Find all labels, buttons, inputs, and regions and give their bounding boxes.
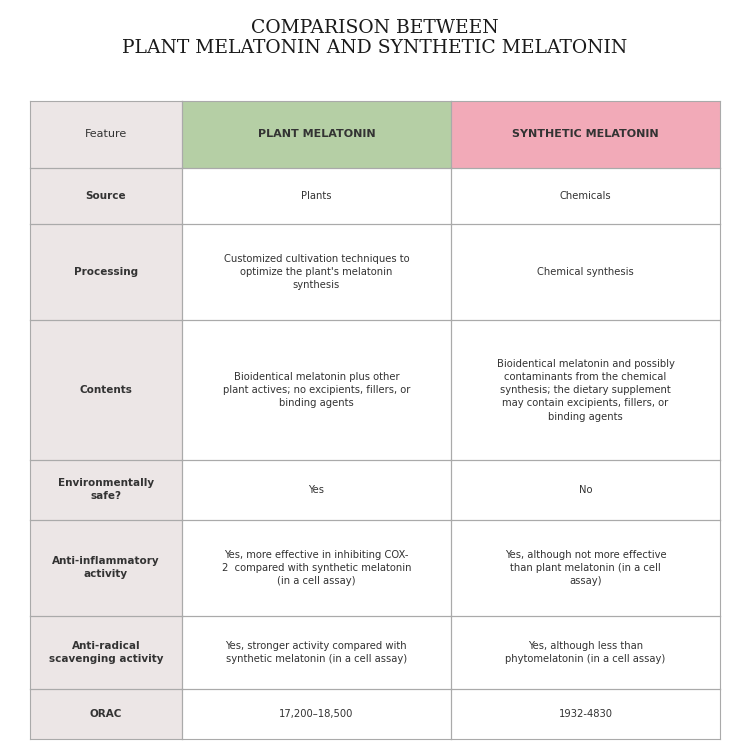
Bar xyxy=(451,224,720,320)
Text: PLANT MELATONIN: PLANT MELATONIN xyxy=(257,130,375,140)
Text: 17,200–18,500: 17,200–18,500 xyxy=(279,709,353,718)
Text: Source: Source xyxy=(86,191,126,201)
Bar xyxy=(451,101,720,168)
Bar xyxy=(451,168,720,224)
Bar xyxy=(30,689,182,739)
Bar xyxy=(30,460,182,520)
Bar xyxy=(182,320,451,460)
Bar xyxy=(451,320,720,460)
Text: Yes, more effective in inhibiting COX-
2  compared with synthetic melatonin
(in : Yes, more effective in inhibiting COX- 2… xyxy=(221,550,411,586)
Text: Contents: Contents xyxy=(80,385,132,395)
Bar xyxy=(30,320,182,460)
Bar xyxy=(30,616,182,689)
Text: Feature: Feature xyxy=(85,130,127,140)
Text: Anti-inflammatory
activity: Anti-inflammatory activity xyxy=(52,556,160,579)
Bar xyxy=(182,616,451,689)
Text: No: No xyxy=(579,484,592,495)
Text: PLANT MELATONIN AND SYNTHETIC MELATONIN: PLANT MELATONIN AND SYNTHETIC MELATONIN xyxy=(122,39,628,57)
Text: Chemicals: Chemicals xyxy=(560,191,611,201)
Text: Bioidentical melatonin and possibly
contaminants from the chemical
synthesis; th: Bioidentical melatonin and possibly cont… xyxy=(496,358,674,422)
Bar xyxy=(451,689,720,739)
Text: SYNTHETIC MELATONIN: SYNTHETIC MELATONIN xyxy=(512,130,658,140)
Bar xyxy=(182,520,451,616)
Text: Yes, stronger activity compared with
synthetic melatonin (in a cell assay): Yes, stronger activity compared with syn… xyxy=(226,640,407,664)
Bar xyxy=(451,520,720,616)
Bar xyxy=(30,101,182,168)
Text: Yes, although not more effective
than plant melatonin (in a cell
assay): Yes, although not more effective than pl… xyxy=(505,550,666,586)
Bar xyxy=(30,520,182,616)
Text: Processing: Processing xyxy=(74,267,138,278)
Text: Bioidentical melatonin plus other
plant actives; no excipients, fillers, or
bind: Bioidentical melatonin plus other plant … xyxy=(223,372,410,408)
Bar xyxy=(182,101,451,168)
Bar xyxy=(182,689,451,739)
Bar xyxy=(182,224,451,320)
Text: 1932-4830: 1932-4830 xyxy=(559,709,613,718)
Bar xyxy=(182,460,451,520)
Bar xyxy=(451,460,720,520)
Text: Yes, although less than
phytomelatonin (in a cell assay): Yes, although less than phytomelatonin (… xyxy=(506,640,665,664)
Text: ORAC: ORAC xyxy=(90,709,122,718)
Bar xyxy=(30,168,182,224)
Text: COMPARISON BETWEEN: COMPARISON BETWEEN xyxy=(251,19,499,37)
Text: Environmentally
safe?: Environmentally safe? xyxy=(58,478,154,501)
Text: Customized cultivation techniques to
optimize the plant's melatonin
synthesis: Customized cultivation techniques to opt… xyxy=(224,254,410,290)
Bar xyxy=(30,224,182,320)
Text: Plants: Plants xyxy=(301,191,332,201)
Text: Yes: Yes xyxy=(308,484,324,495)
Text: Anti-radical
scavenging activity: Anti-radical scavenging activity xyxy=(49,640,164,664)
Text: Chemical synthesis: Chemical synthesis xyxy=(537,267,634,278)
Bar xyxy=(182,168,451,224)
Bar xyxy=(451,616,720,689)
